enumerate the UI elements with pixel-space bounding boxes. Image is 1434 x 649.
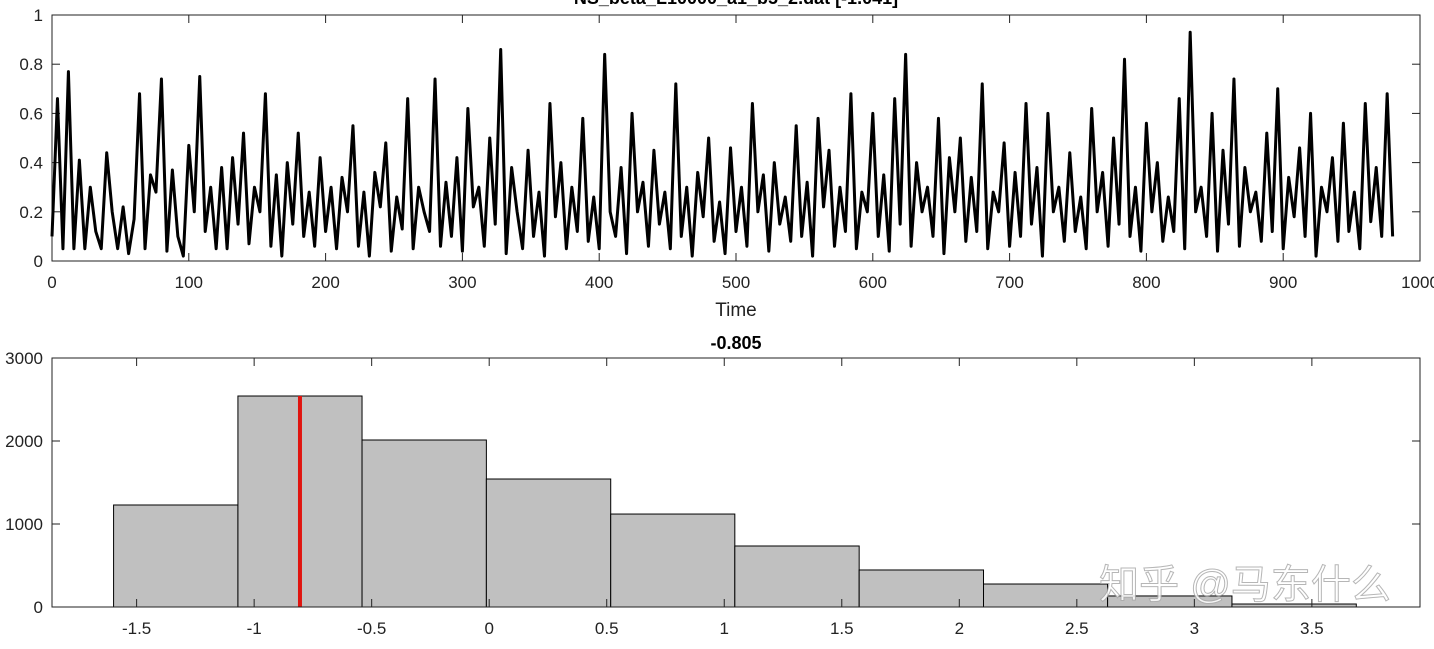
x-tick-label: 3.5 bbox=[1300, 619, 1324, 638]
y-tick-label: 0 bbox=[34, 252, 43, 271]
y-tick-label: 0 bbox=[34, 598, 43, 617]
x-tick-label: 2 bbox=[955, 619, 964, 638]
x-tick-label: 600 bbox=[859, 273, 887, 292]
y-tick-label: 2000 bbox=[5, 432, 43, 451]
x-tick-label: 500 bbox=[722, 273, 750, 292]
x-tick-label: -1 bbox=[247, 619, 262, 638]
x-tick-label: 300 bbox=[448, 273, 476, 292]
axes-box bbox=[51, 357, 1421, 608]
histogram-bar bbox=[361, 439, 487, 608]
histogram-bar bbox=[485, 478, 612, 608]
x-tick-label: 1.5 bbox=[830, 619, 854, 638]
x-tick-label: 1000 bbox=[1401, 273, 1434, 292]
time-series-axes: NS_beta_L10000_a1_b5_2.dat [-1.041] Time… bbox=[19, 0, 1434, 321]
x-tick-label: 100 bbox=[175, 273, 203, 292]
y-tick-label: 3000 bbox=[5, 349, 43, 368]
histogram-bar bbox=[734, 545, 860, 608]
x-tick-label: -1.5 bbox=[122, 619, 151, 638]
x-tick-label: 700 bbox=[995, 273, 1023, 292]
x-tick-label: 400 bbox=[585, 273, 613, 292]
histogram-title: -0.805 bbox=[710, 333, 761, 353]
x-tick-label: 0 bbox=[47, 273, 56, 292]
histogram-bar bbox=[113, 504, 239, 608]
x-tick-label: 2.5 bbox=[1065, 619, 1089, 638]
y-tick-label: 1 bbox=[34, 6, 43, 25]
x-tick-label: 800 bbox=[1132, 273, 1160, 292]
x-tick-label: 1 bbox=[720, 619, 729, 638]
x-tick-label: 900 bbox=[1269, 273, 1297, 292]
x-tick-label: 3 bbox=[1190, 619, 1199, 638]
time-series-xlabel: Time bbox=[715, 300, 757, 321]
histogram-bar bbox=[610, 513, 736, 608]
histogram-bar bbox=[858, 569, 985, 608]
x-tick-label: 0 bbox=[484, 619, 493, 638]
watermark: 知乎 @马东什么 bbox=[1099, 563, 1391, 607]
y-tick-label: 0.4 bbox=[19, 154, 43, 173]
time-series-line bbox=[50, 30, 1395, 258]
y-tick-label: 1000 bbox=[5, 515, 43, 534]
x-tick-label: 200 bbox=[311, 273, 339, 292]
histogram-bar bbox=[983, 583, 1109, 608]
y-tick-label: 0.2 bbox=[19, 203, 43, 222]
y-tick-label: 0.8 bbox=[19, 55, 43, 74]
histogram-axes: -0.805 -1.5 -1 -0.5 0 0.5 1 1.5 2 2.5 3 3.5 0 1000 20… bbox=[5, 333, 1421, 638]
y-tick-label: 0.6 bbox=[19, 104, 43, 123]
x-tick-label: -0.5 bbox=[357, 619, 386, 638]
x-tick-label: 0.5 bbox=[595, 619, 619, 638]
time-series-title: NS_beta_L10000_a1_b5_2.dat [-1.041] bbox=[574, 0, 898, 8]
